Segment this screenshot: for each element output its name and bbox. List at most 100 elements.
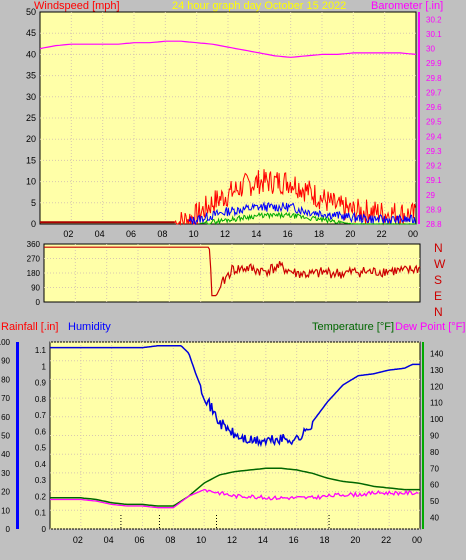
y-tick-label-humidity: 70 xyxy=(1,394,10,403)
y-tick-label-temperature: 80 xyxy=(430,448,439,457)
y-tick-label-temperature: 60 xyxy=(430,481,439,490)
rainfall-axis-label: Rainfall [.in] xyxy=(1,321,58,333)
x-tick-label: 10 xyxy=(196,535,206,545)
y-tick-label-humidity: 20 xyxy=(1,488,10,497)
y-tick-label-windspeed: 50 xyxy=(26,7,36,17)
y-tick-label-humidity: 50 xyxy=(1,432,10,441)
compass-n-top: N xyxy=(434,241,443,255)
y-tick-label-humidity: 30 xyxy=(1,469,10,478)
humidity-line xyxy=(50,344,420,448)
y-tick-label-rainfall: 0.6 xyxy=(35,427,47,436)
barometer-line xyxy=(39,40,417,58)
y-tick-label-windspeed: 0 xyxy=(31,219,36,229)
humidity-axis-label: Humidity xyxy=(68,321,111,333)
y-tick-label-windspeed: 40 xyxy=(26,49,36,59)
x-tick-label: 16 xyxy=(283,229,293,239)
humidity-temperature-axes: 02 04 06 08 10 12 14 16 18 20 22 000102030405060708… xyxy=(0,338,444,545)
y-tick-label-temperature: 40 xyxy=(430,514,439,523)
dewpoint-axis-label: Dew Point [°F] xyxy=(395,321,465,333)
wind-pressure-axes: 02 04 06 08 10 12 14 16 18 20 22 000510152025303540… xyxy=(26,7,442,239)
barometer-axis-label: Barometer [.in] xyxy=(371,0,443,12)
x-tick-label: 20 xyxy=(345,229,355,239)
y-tick-label-temperature: 70 xyxy=(430,464,439,473)
y-tick-label-rainfall: 0.1 xyxy=(35,509,47,518)
x-tick-label: 22 xyxy=(377,229,387,239)
wind-direction-grid xyxy=(44,244,420,302)
x-tick-label: 12 xyxy=(227,535,237,545)
wind-pressure-series xyxy=(39,40,417,226)
y-tick-label-windspeed: 25 xyxy=(26,113,36,123)
y-tick-label-windspeed: 15 xyxy=(26,155,36,165)
y-tick-label-direction: 0 xyxy=(36,298,41,307)
compass-w: W xyxy=(434,257,446,271)
x-tick-label: 06 xyxy=(134,535,144,545)
y-tick-label-temperature: 90 xyxy=(430,432,439,441)
y-tick-label-humidity: 90 xyxy=(1,357,10,366)
temperature-axis-label: Temperature [°F] xyxy=(312,321,394,333)
compass-e: E xyxy=(434,289,442,303)
y-tick-label-rainfall: 0.3 xyxy=(35,476,47,485)
y-tick-label-rainfall: 1 xyxy=(42,362,47,371)
y-tick-label-rainfall: 0 xyxy=(42,525,47,534)
y-tick-label-windspeed: 30 xyxy=(26,92,36,102)
y-tick-label-temperature: 100 xyxy=(430,415,444,424)
x-tick-label: 08 xyxy=(157,229,167,239)
y-tick-label-barometer: 29.6 xyxy=(426,103,442,112)
x-tick-label: 16 xyxy=(289,535,299,545)
x-tick-label: 22 xyxy=(381,535,391,545)
y-tick-label-barometer: 28.9 xyxy=(426,205,442,214)
y-tick-label-temperature: 120 xyxy=(430,382,444,391)
y-tick-label-humidity: 40 xyxy=(1,450,10,459)
x-tick-label: 04 xyxy=(95,229,105,239)
chart-title: 24 hour graph day October 15 2022 xyxy=(172,0,346,12)
x-tick-label: 20 xyxy=(350,535,360,545)
temperature-line xyxy=(50,467,420,507)
wind-direction-panel xyxy=(43,243,421,303)
y-tick-label-temperature: 110 xyxy=(430,399,443,408)
y-tick-label-humidity: 0 xyxy=(6,525,11,534)
y-tick-label-direction: 270 xyxy=(27,255,41,264)
y-tick-label-barometer: 30 xyxy=(426,45,435,54)
y-tick-label-humidity: 60 xyxy=(1,413,10,422)
y-tick-label-windspeed: 5 xyxy=(31,198,36,208)
x-tick-label: 10 xyxy=(189,229,199,239)
y-tick-label-barometer: 29.9 xyxy=(426,59,442,68)
y-tick-label-barometer: 29.8 xyxy=(426,74,442,83)
y-tick-label-barometer: 29 xyxy=(426,191,435,200)
y-tick-label-temperature: 130 xyxy=(430,366,444,375)
x-tick-label: 02 xyxy=(63,229,73,239)
dewpoint-line xyxy=(50,488,419,509)
x-tick-label: 02 xyxy=(73,535,83,545)
y-tick-label-barometer: 29.2 xyxy=(426,162,442,171)
x-tick-label: 06 xyxy=(126,229,136,239)
y-tick-label-direction: 90 xyxy=(31,284,40,293)
x-tick-label: 00 xyxy=(408,229,418,239)
y-tick-label-barometer: 28.8 xyxy=(426,220,442,229)
wind-direction-line xyxy=(44,246,421,297)
y-tick-label-rainfall: 0.5 xyxy=(35,444,47,453)
y-tick-label-barometer: 29.7 xyxy=(426,88,442,97)
compass-s: S xyxy=(434,273,442,287)
y-tick-label-rainfall: 1.1 xyxy=(35,346,47,355)
y-tick-label-windspeed: 20 xyxy=(26,134,36,144)
y-tick-label-humidity: 100 xyxy=(0,338,11,347)
x-tick-label: 18 xyxy=(319,535,329,545)
y-tick-label-humidity: 80 xyxy=(1,375,10,384)
y-tick-label-barometer: 29.4 xyxy=(426,132,442,141)
y-tick-label-humidity: 10 xyxy=(1,506,10,515)
x-tick-label: 14 xyxy=(251,229,261,239)
y-tick-label-rainfall: 0.8 xyxy=(35,395,47,404)
wind-pressure-grid xyxy=(40,12,416,224)
y-tick-label-barometer: 30.2 xyxy=(426,15,442,24)
y-tick-label-temperature: 140 xyxy=(430,349,444,358)
wind-low-line xyxy=(199,211,416,226)
y-tick-label-windspeed: 45 xyxy=(26,28,36,38)
y-tick-label-rainfall: 0.2 xyxy=(35,492,47,501)
y-tick-label-windspeed: 35 xyxy=(26,71,36,81)
x-tick-label: 00 xyxy=(412,535,422,545)
y-tick-label-rainfall: 0.4 xyxy=(35,460,47,469)
y-tick-label-temperature: 50 xyxy=(430,497,439,506)
y-tick-label-rainfall: 0.9 xyxy=(35,379,47,388)
